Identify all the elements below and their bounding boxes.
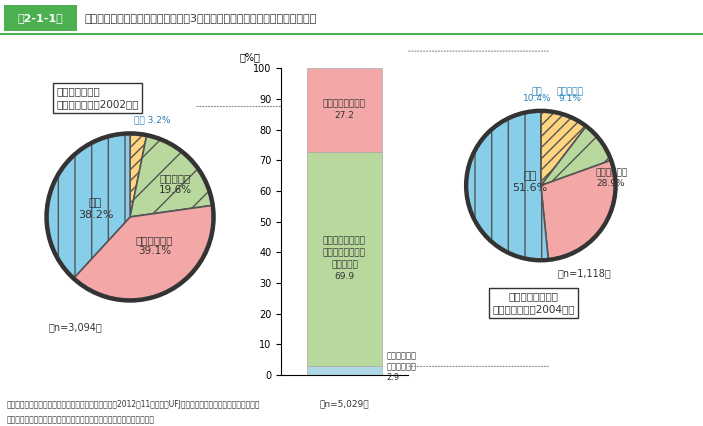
- Text: 同一都道府県
28.9%: 同一都道府県 28.9%: [596, 169, 628, 188]
- Wedge shape: [130, 135, 146, 217]
- Text: 地域需要創出型
（平均起業年：2002年）: 地域需要創出型 （平均起業年：2002年）: [56, 86, 138, 109]
- Y-axis label: （%）: （%）: [239, 52, 260, 62]
- Bar: [307, 152, 382, 366]
- Wedge shape: [48, 135, 130, 277]
- Text: （n=1,118）: （n=1,118）: [558, 268, 612, 279]
- Text: 全国
51.6%: 全国 51.6%: [512, 171, 548, 193]
- Text: （注）　事業経営方針については、「その他」は除いて集計している。: （注） 事業経営方針については、「その他」は除いて集計している。: [7, 415, 155, 424]
- Wedge shape: [75, 205, 212, 299]
- Wedge shape: [130, 137, 212, 217]
- Wedge shape: [541, 112, 586, 186]
- Text: （n=5,029）: （n=5,029）: [320, 400, 369, 409]
- Text: 同一都道府県
39.1%: 同一都道府県 39.1%: [136, 235, 174, 256]
- Wedge shape: [467, 112, 548, 259]
- Text: 同一市町村
19.6%: 同一市町村 19.6%: [159, 173, 192, 195]
- Wedge shape: [541, 127, 610, 186]
- Text: 事業経営方針と目指している今後（3年後程度）の市場による起業形態の分類: 事業経営方針と目指している今後（3年後程度）の市場による起業形態の分類: [84, 13, 316, 23]
- FancyBboxPatch shape: [4, 6, 77, 31]
- Text: 10.4%: 10.4%: [523, 95, 551, 104]
- Text: 規模を拡大したい
27.2: 規模を拡大したい 27.2: [323, 100, 366, 120]
- Text: 海外 3.2%: 海外 3.2%: [134, 116, 171, 125]
- Text: 第2-1-1図: 第2-1-1図: [17, 13, 63, 23]
- Text: 同一市町村: 同一市町村: [557, 87, 583, 96]
- Text: （n=3,094）: （n=3,094）: [48, 322, 102, 333]
- Bar: [307, 366, 382, 375]
- Text: 規模の縮小・
廃業をしたい
2.9: 規模の縮小・ 廃業をしたい 2.9: [387, 351, 417, 382]
- Text: 資料：中小企業庁委託「起業の実態に関する調査」（2012年11月、三菱UFJリサーチ＆コンサルティング（株））: 資料：中小企業庁委託「起業の実態に関する調査」（2012年11月、三菱UFJリサ…: [7, 400, 261, 409]
- Text: グローバル成長型
（平均起業年：2004年）: グローバル成長型 （平均起業年：2004年）: [492, 291, 575, 314]
- Text: 規模の拡大より、
事業の安定継続を
優先したい
69.9: 規模の拡大より、 事業の安定継続を 優先したい 69.9: [323, 236, 366, 281]
- Text: 全国
38.2%: 全国 38.2%: [78, 198, 113, 219]
- Bar: [307, 68, 382, 152]
- Text: 9.1%: 9.1%: [559, 95, 581, 104]
- Wedge shape: [541, 161, 614, 259]
- Text: 海外: 海外: [531, 87, 543, 96]
